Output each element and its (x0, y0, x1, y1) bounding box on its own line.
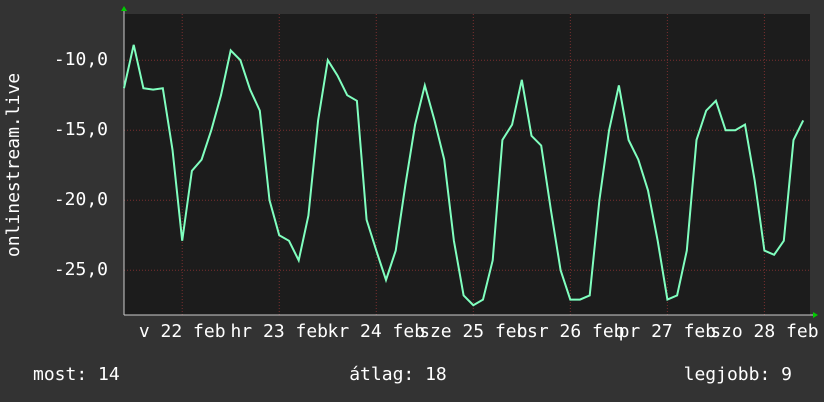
y-axis-label: onlinestream.live (3, 73, 24, 257)
axis-arrow (121, 6, 127, 11)
footer-average: átlag: 18 (349, 364, 447, 385)
data-line (123, 44, 805, 307)
footer-best: legjobb: 9 (684, 364, 792, 385)
x-tick-label: kr 24 feb (328, 321, 426, 342)
x-tick-label: csr 26 feb (516, 321, 624, 342)
footer-current: most: 14 (33, 364, 120, 385)
y-tick-label: -20,0 (54, 189, 108, 210)
x-tick-label: pr 27 feb (619, 321, 717, 342)
x-tick-label: hr 23 feb (230, 321, 328, 342)
x-tick-label: v 22 feb (139, 321, 226, 342)
y-tick-label: -15,0 (54, 119, 108, 140)
y-tick-label: -10,0 (54, 49, 108, 70)
plot-area (124, 14, 810, 315)
x-tick-label: szo 28 feb (710, 321, 818, 342)
x-tick-label: sze 25 feb (419, 321, 527, 342)
y-tick-label: -25,0 (54, 259, 108, 280)
axis-arrow (813, 312, 818, 318)
